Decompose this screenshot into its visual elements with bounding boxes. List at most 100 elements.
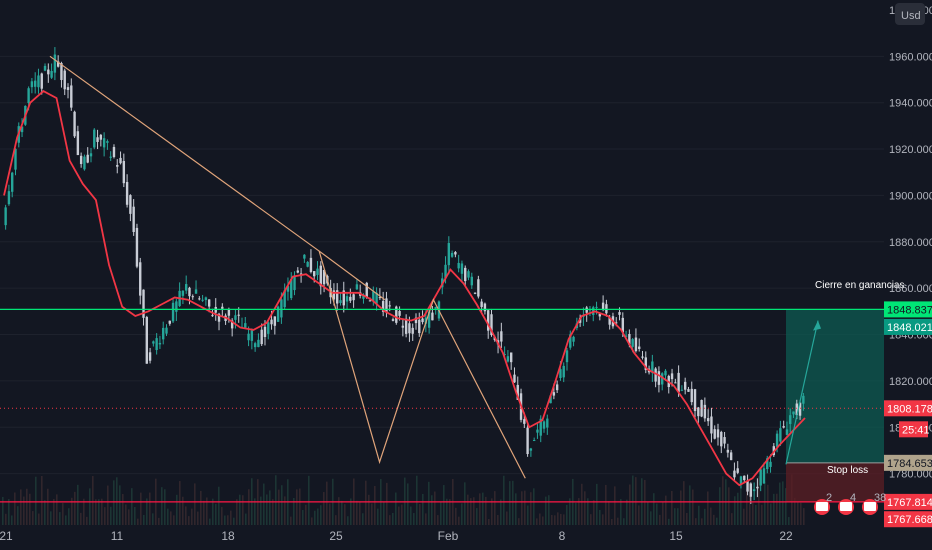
candle-body: [267, 322, 270, 334]
volume-bar: [26, 488, 28, 525]
candle-body: [339, 300, 342, 304]
volume-bar: [356, 500, 358, 525]
candle-body: [99, 134, 103, 140]
candle-body: [313, 271, 316, 277]
x-tick-label: 22: [779, 529, 793, 543]
volume-bar: [470, 498, 472, 525]
candle-body: [431, 312, 434, 321]
candle-body: [762, 468, 766, 484]
volume-bar: [449, 499, 451, 525]
volume-bar: [110, 506, 112, 525]
candle-body: [539, 418, 542, 436]
position-zones: [786, 309, 884, 502]
candle-body: [109, 156, 112, 158]
candle-body: [644, 357, 647, 370]
event-badges[interactable]: 2 4 38: [814, 492, 886, 515]
candle-body: [283, 290, 286, 308]
volume-bar: [494, 491, 496, 525]
candle-body: [263, 326, 267, 337]
volume-bar: [302, 509, 304, 525]
candle-body: [444, 264, 447, 279]
candle-body: [454, 252, 457, 255]
candle-body: [27, 88, 30, 104]
candle-body: [477, 279, 480, 297]
candle-body: [513, 374, 516, 383]
candle-body: [276, 306, 280, 322]
candle-body: [184, 284, 188, 291]
profit-zone: [786, 309, 884, 463]
candle-body: [365, 282, 368, 298]
candle-body: [779, 428, 782, 442]
candle-body: [63, 70, 66, 90]
volume-bar: [185, 506, 187, 525]
volume-bar: [119, 485, 121, 525]
volume-bar: [335, 515, 337, 525]
candle-body: [769, 461, 772, 467]
volume-bar: [290, 516, 292, 525]
volume-bar: [368, 494, 370, 525]
candle-body: [76, 131, 80, 156]
candle-body: [638, 346, 641, 350]
candle-body: [86, 154, 89, 163]
volume-bar: [491, 498, 493, 525]
volume-bar: [440, 502, 442, 525]
volume-bar: [692, 489, 694, 525]
candle-body: [559, 369, 562, 378]
candle-body: [716, 429, 720, 438]
candle-body: [50, 70, 53, 78]
candle-body: [73, 111, 76, 137]
volume-bar: [512, 480, 514, 525]
candle-body: [375, 292, 378, 304]
volume-bar: [614, 486, 616, 525]
candle-body: [175, 301, 178, 312]
countdown-tag-text: 25:41: [902, 424, 930, 436]
candle-body: [260, 329, 263, 345]
x-tick-label: 8: [559, 529, 566, 543]
candle-body: [467, 271, 470, 278]
candle-body: [660, 373, 664, 385]
x-tick-label: 15: [669, 529, 683, 543]
candle-body: [601, 302, 605, 310]
volume-bar: [611, 518, 613, 525]
volume-bar: [695, 518, 697, 525]
candle-body: [782, 426, 785, 428]
candle-body: [296, 270, 300, 273]
stop-loss-tag-text: 1767.814: [887, 497, 932, 509]
volume-bar: [413, 513, 415, 525]
volume-bar: [11, 515, 13, 525]
candle-body: [188, 287, 191, 297]
candle-body: [30, 81, 34, 88]
x-axis: 21 11 18 25 Feb 8 15 22: [0, 529, 793, 543]
candle-body: [319, 265, 322, 287]
candle-body: [628, 333, 631, 345]
volume-bar: [230, 510, 232, 525]
volume-bar: [632, 475, 634, 525]
candle-body: [230, 320, 234, 329]
volume-bar: [575, 502, 577, 525]
y-tick-label: 1920.000: [889, 144, 932, 156]
candle-body: [135, 227, 139, 267]
candle-body: [421, 318, 424, 323]
currency-badge-box[interactable]: [895, 3, 925, 25]
candle-body: [569, 334, 572, 348]
volume-bar: [140, 492, 142, 525]
candle-body: [83, 156, 86, 170]
volume-bar: [458, 516, 460, 525]
candle-body: [303, 254, 306, 259]
candle-body: [464, 267, 467, 282]
volume-bar: [401, 504, 403, 525]
volume-bar: [443, 485, 445, 525]
volume-bar: [482, 492, 484, 525]
candle-body: [674, 382, 677, 384]
candle-body: [690, 388, 693, 403]
volume-bar: [50, 511, 52, 525]
volume-bar: [722, 476, 724, 525]
currency-badge[interactable]: Usd: [895, 3, 925, 25]
candle-body: [516, 384, 519, 400]
volume-bar: [698, 505, 700, 525]
annotations: Cierre en ganancias Stop loss: [815, 280, 905, 476]
volume-bar: [638, 505, 640, 525]
volume-bar: [293, 497, 295, 525]
volume-bar: [530, 492, 532, 525]
